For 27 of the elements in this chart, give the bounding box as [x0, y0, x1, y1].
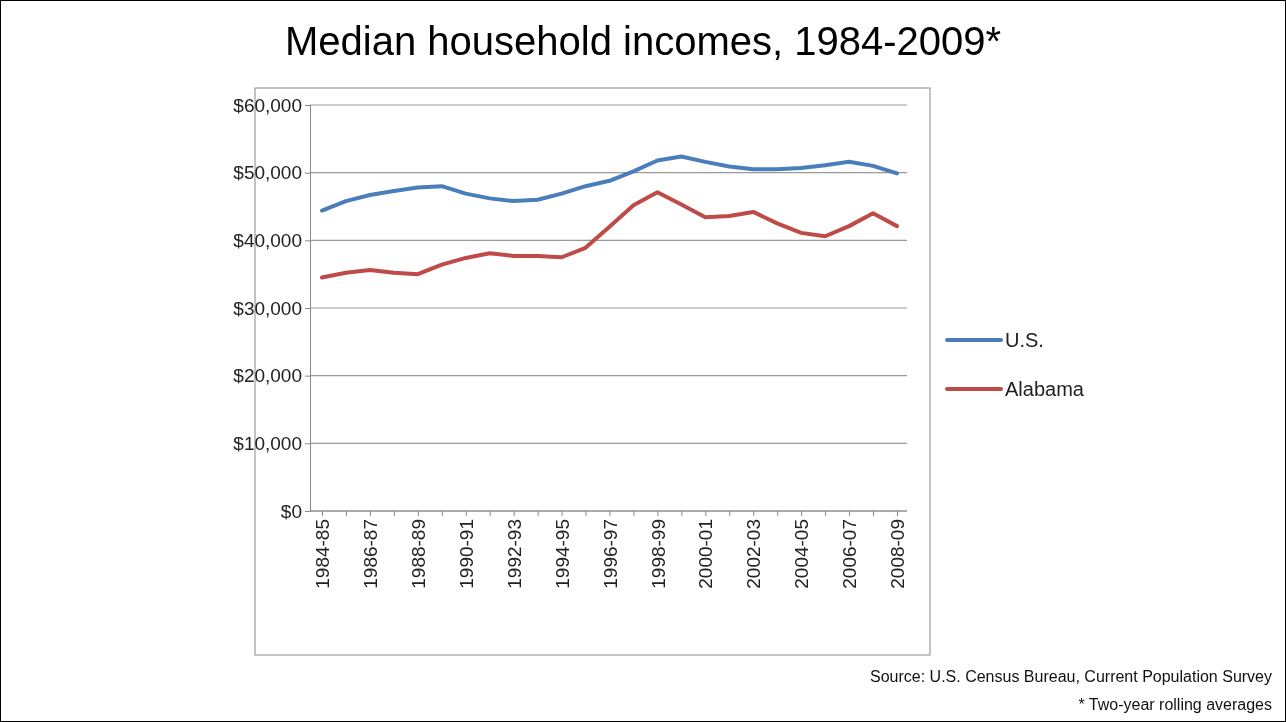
x-tick-label: 1988-89 — [407, 519, 429, 589]
x-tick-label: 1984-85 — [312, 519, 334, 589]
y-tick-label: $40,000 — [233, 229, 302, 251]
chart-title: Median household incomes, 1984-2009* — [284, 19, 1002, 63]
x-tick-label: 1994-95 — [551, 519, 573, 589]
y-tick-label: $0 — [280, 500, 302, 522]
line-series — [320, 154, 899, 213]
source-note: Source: U.S. Census Bureau, Current Population Survey — [870, 668, 1272, 685]
x-tick-label: 1990-91 — [455, 519, 477, 589]
y-tick-label: $30,000 — [233, 297, 302, 319]
y-tick-label: $50,000 — [233, 162, 302, 184]
x-tick-label: 1998-99 — [647, 519, 669, 589]
x-tick-label: 2006-07 — [839, 519, 861, 589]
x-tick-label: 2004-05 — [791, 519, 813, 589]
x-tick-label: 2000-01 — [695, 519, 717, 589]
x-tick-label: 2002-03 — [743, 519, 765, 589]
legend-label: U.S. — [1005, 329, 1044, 351]
x-tick-label: 1996-97 — [599, 519, 621, 589]
x-tick-label: 1992-93 — [503, 519, 525, 589]
y-tick-label: $20,000 — [233, 365, 302, 387]
y-tick-label: $10,000 — [233, 432, 302, 454]
text: * Two-year rolling averages — [1078, 696, 1272, 713]
legend-label: Alabama — [1005, 378, 1085, 400]
x-tick-label: 1986-87 — [360, 519, 382, 589]
y-tick-label: $60,000 — [233, 94, 302, 116]
line-series — [320, 190, 899, 280]
x-tick-label: 2008-09 — [887, 519, 909, 589]
